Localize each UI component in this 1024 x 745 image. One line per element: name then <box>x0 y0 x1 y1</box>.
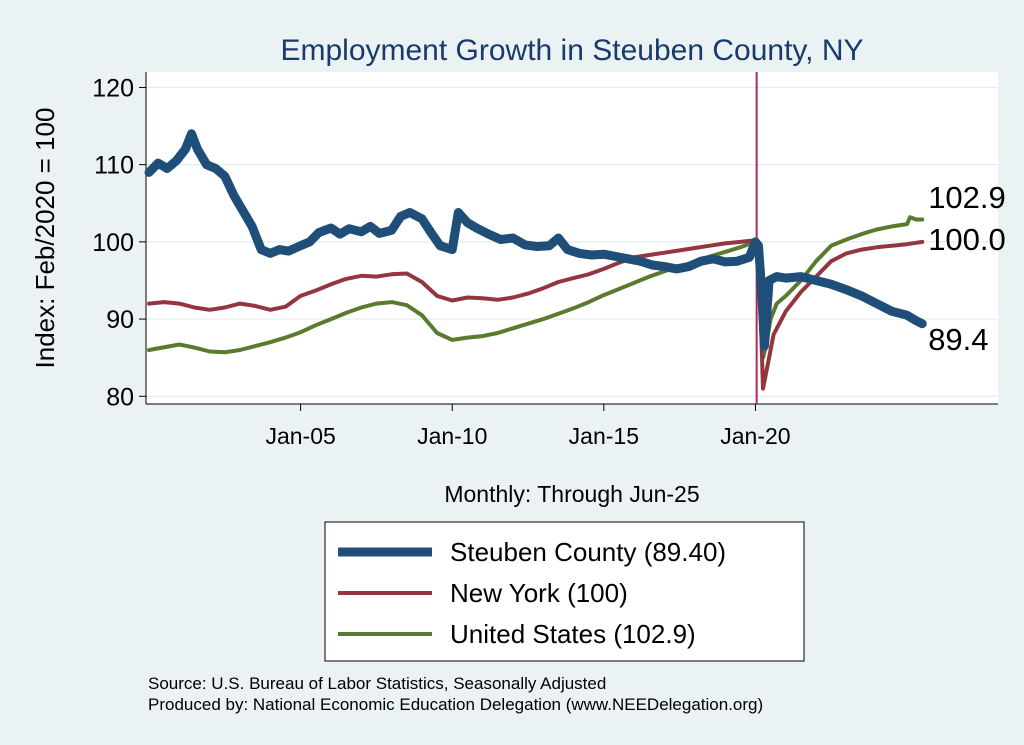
series-line-new-york <box>147 238 925 391</box>
legend: Steuben County (89.40) New York (100) Unit… <box>324 521 805 662</box>
legend-label: United States (102.9) <box>450 619 696 649</box>
legend-label: New York (100) <box>450 578 628 608</box>
end-label: 100.0 <box>928 222 1006 257</box>
x-tick-label: Jan-05 <box>265 423 335 449</box>
x-tick-label: Jan-15 <box>569 423 639 449</box>
x-tick-label: Jan-10 <box>417 423 487 449</box>
plot-area <box>146 72 998 404</box>
series-line-steuben-county <box>144 129 927 351</box>
producer-note: Produced by: National Economic Education… <box>148 695 763 714</box>
x-tick-label: Jan-20 <box>720 423 790 449</box>
source-note: Source: U.S. Bureau of Labor Statistics,… <box>148 674 606 693</box>
end-label: 102.9 <box>928 180 1006 215</box>
y-tick-label: 100 <box>92 229 134 257</box>
legend-label: Steuben County (89.40) <box>450 537 726 567</box>
x-axis-label: Monthly: Through Jun-25 <box>444 481 699 507</box>
y-tick-label: 110 <box>94 152 134 180</box>
y-tick-label: 120 <box>92 74 134 102</box>
legend-items: Steuben County (89.40) New York (100) Unit… <box>338 537 726 649</box>
y-axis-label: Index: Feb/2020 = 100 <box>30 108 60 369</box>
axes <box>145 72 998 405</box>
end-label: 89.4 <box>928 322 988 357</box>
chart-title: Employment Growth in Steuben County, NY <box>280 34 863 67</box>
y-tick-label: 80 <box>106 383 134 411</box>
series-lines <box>144 129 927 391</box>
gridlines <box>146 86 998 397</box>
end-labels: 102.9 100.0 89.4 <box>928 180 1006 357</box>
series-line-united-states <box>147 215 925 360</box>
y-ticks: 80 90 100 110 120 <box>92 74 146 411</box>
y-tick-label: 90 <box>106 306 134 334</box>
x-ticks: Jan-05 Jan-10 Jan-15 Jan-20 <box>265 404 791 449</box>
